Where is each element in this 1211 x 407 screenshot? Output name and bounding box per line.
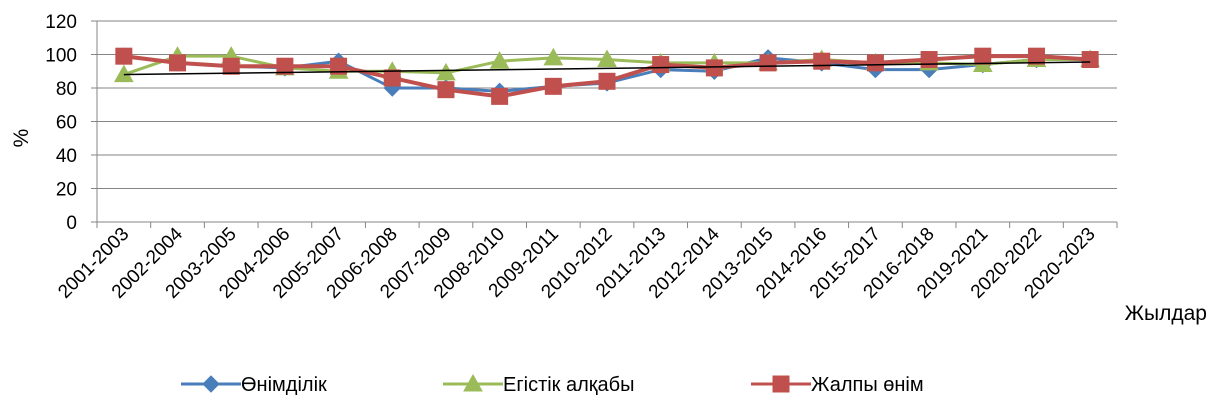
data-point-square (759, 54, 777, 72)
data-point-square (813, 52, 831, 70)
series-square (115, 47, 1099, 105)
trendline-group (123, 61, 1091, 76)
data-point-triangle (436, 62, 456, 81)
legend-marker-diamond (202, 375, 220, 393)
data-point-square (330, 57, 348, 75)
legend-item: Жалпы өнім (751, 374, 924, 396)
x-axis-title: Жылдар (1125, 302, 1207, 325)
trendline (123, 61, 1091, 76)
data-point-triangle (597, 49, 617, 68)
data-point-square (276, 57, 294, 75)
x-axis: 2001-20032002-20042003-20052004-20062005… (54, 221, 1118, 303)
legend-item: Егістік алқабы (443, 373, 634, 396)
data-point-square (222, 57, 240, 75)
data-point-triangle (113, 64, 134, 83)
y-tick-label: 80 (56, 79, 77, 100)
y-axis-title: % (10, 129, 33, 148)
data-point-square (866, 54, 884, 72)
data-point-square (920, 51, 938, 69)
legend-marker-triangle (463, 373, 483, 392)
legend-item: Өнімділік (181, 374, 327, 396)
data-point-square (705, 59, 723, 77)
gridlines (97, 20, 1117, 189)
y-tick-label: 0 (66, 213, 77, 234)
legend-label: Жалпы өнім (811, 374, 924, 396)
y-tick-label: 40 (56, 146, 77, 167)
data-point-square (169, 54, 187, 72)
data-point-square (491, 87, 509, 105)
data-point-triangle (543, 47, 564, 66)
data-point-square (598, 72, 616, 90)
y-tick-label: 60 (56, 113, 77, 134)
series-group (113, 46, 1101, 105)
legend: Өнімділік Егістік алқабы Жалпы өнім (181, 373, 924, 396)
data-point-square (115, 47, 133, 65)
data-point-square (652, 56, 670, 74)
legend-marker-square (772, 375, 790, 393)
data-point-square (974, 47, 992, 65)
data-point-square (1081, 51, 1099, 69)
y-axis: 0 20 40 60 80 100 120 (45, 12, 98, 234)
data-point-square (1027, 47, 1045, 65)
y-tick-label: 120 (45, 12, 77, 33)
data-point-triangle (489, 51, 510, 69)
data-point-square (383, 69, 401, 87)
data-point-square (544, 77, 562, 95)
legend-label: Өнімділік (241, 374, 327, 396)
y-tick-label: 100 (45, 46, 77, 67)
data-point-square (437, 81, 455, 99)
y-tick-label: 20 (56, 180, 77, 201)
legend-label: Егістік алқабы (503, 374, 634, 396)
